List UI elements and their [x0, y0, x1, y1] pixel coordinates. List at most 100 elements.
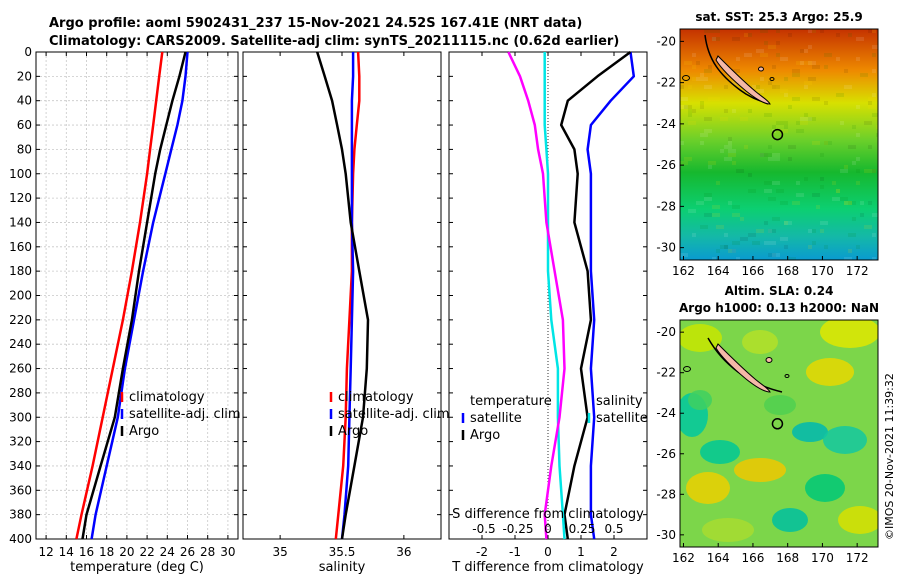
map-x-tick-label: 172 [846, 264, 869, 278]
sst-pixel [776, 157, 780, 161]
sst-pixel [844, 257, 852, 260]
depth-tick-label: 340 [9, 459, 32, 473]
depth-tick-label: 0 [24, 45, 32, 59]
sst-pixel [796, 129, 800, 133]
sst-pixel [704, 129, 712, 133]
sst-pixel [804, 81, 812, 85]
sst-pixel [764, 113, 772, 117]
map-y-tick-label: -22 [656, 366, 676, 380]
map-y-tick-label: -20 [656, 325, 676, 339]
sst-pixel [684, 157, 692, 161]
sst-pixel [844, 201, 852, 205]
sst-pixel [772, 125, 776, 129]
sst-pixel [876, 125, 878, 129]
map-y-tick-label: -20 [656, 34, 676, 48]
sst-pixel [724, 85, 728, 89]
sst-pixel [704, 193, 712, 197]
sst-pixel [724, 157, 732, 161]
sst-pixel [820, 153, 824, 157]
x-axis-label: salinity [319, 560, 366, 575]
sla-map: Altim. SLA: 0.24 Argo h1000: 0.13 h2000:… [656, 284, 879, 565]
sst-pixel [748, 109, 752, 113]
sst-pixel [824, 141, 832, 145]
sst-pixel [688, 209, 696, 213]
sla-map-title-line-2: Argo h1000: 0.13 h2000: NaN [679, 301, 879, 315]
x-tick-label: -2 [476, 545, 488, 559]
sst-pixel [824, 101, 828, 105]
sst-pixel [772, 65, 776, 69]
sla-island [683, 366, 691, 372]
top-tick-label: 0.25 [569, 522, 596, 536]
legend-entry: satellite-adj. clim [129, 407, 241, 422]
sst-pixel [712, 205, 720, 209]
sst-pixel [764, 221, 768, 225]
difference-panel: -2 -1 0 1 2T difference from climatology S di… [448, 50, 648, 575]
map-x-tick-label: 166 [741, 264, 764, 278]
sst-pixel [788, 257, 796, 260]
sst-pixel [712, 257, 716, 260]
sst-pixel [804, 177, 808, 181]
depth-tick-label: 140 [9, 215, 32, 229]
sst-pixel [776, 121, 780, 125]
sst-pixel [704, 29, 712, 33]
sst-pixel [868, 105, 876, 109]
sst-pixel [860, 73, 868, 77]
sst-pixel [756, 89, 764, 93]
sst-pixel [780, 121, 788, 125]
sst-pixel [748, 189, 756, 193]
sst-pixel [788, 105, 792, 109]
sst-pixel [700, 133, 708, 137]
sst-pixel [696, 77, 704, 81]
sst-map-frame [679, 28, 879, 261]
sst-pixel [716, 249, 720, 253]
sst-pixel [864, 225, 872, 229]
sst-pixel [832, 197, 840, 201]
sst-pixel [736, 169, 744, 173]
legend-entry: Argo [470, 428, 500, 443]
x-tick-label: 0 [544, 545, 552, 559]
x-tick-label: 26 [180, 545, 195, 559]
sst-pixel [804, 85, 808, 89]
sst-pixel [800, 61, 804, 65]
map-y-tick-label: -26 [656, 158, 676, 172]
sst-pixel [820, 29, 824, 33]
sst-pixel [760, 53, 768, 57]
sst-field [680, 29, 878, 260]
sst-pixel [784, 221, 792, 225]
sst-pixel [868, 145, 872, 149]
sst-pixel [872, 169, 876, 173]
sst-pixel [860, 201, 864, 205]
sst-pixel [792, 97, 800, 101]
x-tick-label: 18 [99, 545, 114, 559]
depth-tick-label: 400 [9, 532, 32, 546]
x-tick-label: 30 [220, 545, 235, 559]
sla-anomaly-blob [792, 422, 828, 442]
sst-argo-location-marker [771, 128, 784, 141]
sst-island [682, 75, 690, 81]
sst-pixel [812, 29, 816, 33]
sla-island [784, 374, 790, 378]
sst-pixel [740, 237, 748, 241]
sst-pixel [776, 41, 780, 45]
sst-pixel [852, 125, 856, 129]
legend-entry: Argo [129, 424, 159, 439]
temperature-panel: 0 20 40 60 80 100 120 140 160 180 200 220 240 260 280 3… [9, 45, 241, 575]
depth-tick-label: 280 [9, 386, 32, 400]
sst-pixel [784, 221, 788, 225]
sst-pixel [836, 93, 844, 97]
sla-anomaly-blob [742, 330, 778, 354]
sst-pixel [844, 85, 852, 89]
sst-map: sat. SST: 25.3 Argo: 25.9 162 164 166 168 17… [656, 10, 879, 278]
sla-anomaly-blob [700, 440, 740, 464]
sst-pixel [768, 197, 772, 201]
sst-pixel [760, 29, 768, 33]
sst-pixel [756, 49, 764, 53]
sst-pixel [752, 241, 760, 245]
sst-pixel [844, 165, 848, 169]
x-tick-label: 22 [139, 545, 154, 559]
map-y-tick-label: -22 [656, 76, 676, 90]
sst-pixel [760, 153, 764, 157]
legend-heading: salinity [596, 394, 643, 409]
sst-pixel [704, 197, 712, 201]
